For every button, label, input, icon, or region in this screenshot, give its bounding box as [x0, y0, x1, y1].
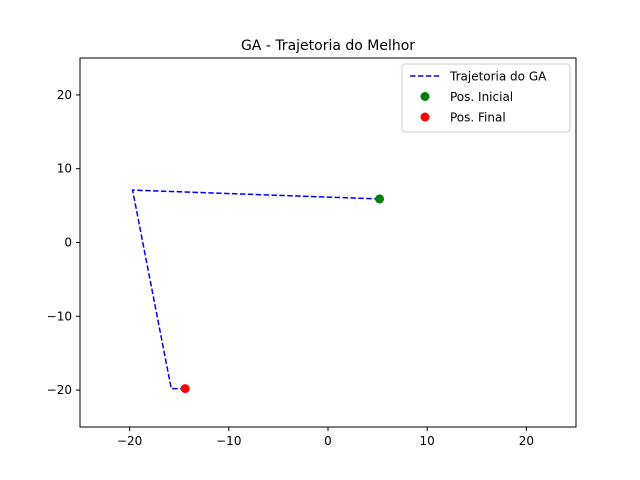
y-tick-label: 0 [64, 236, 72, 250]
x-tick-label: −20 [117, 434, 142, 448]
legend-label: Trajetoria do GA [449, 70, 547, 84]
legend-label: Pos. Final [450, 111, 506, 125]
x-tick-label: 20 [519, 434, 534, 448]
data-group [131, 189, 385, 394]
point-pos-final [180, 384, 190, 394]
x-tick-label: 10 [420, 434, 435, 448]
legend-entry-trajetoria: Trajetoria do GA [410, 70, 547, 84]
chart-title: GA - Trajetoria do Melhor [241, 38, 415, 54]
y-tick-label: −10 [47, 309, 72, 323]
legend-swatch-marker [420, 92, 430, 101]
legend: Trajetoria do GA Pos. Inicial Pos. Final [401, 63, 571, 133]
legend-box [401, 63, 571, 133]
y-tick-label: 10 [57, 162, 72, 176]
legend-swatch-marker [420, 112, 430, 122]
x-tick-label: 0 [324, 434, 332, 448]
legend-entry-pos-final: Pos. Final [420, 111, 506, 125]
x-tick-label: −10 [216, 434, 241, 448]
legend-label: Pos. Inicial [450, 90, 513, 104]
y-tick-label: 20 [57, 88, 72, 102]
plot-layer: −20 −10 0 10 20 −20 −10 0 10 20 [47, 57, 577, 448]
point-pos-inicial [375, 194, 385, 204]
legend-entry-pos-inicial: Pos. Inicial [420, 90, 513, 104]
series-line-trajetoria [131, 189, 380, 390]
y-tick-label: −20 [47, 383, 72, 397]
